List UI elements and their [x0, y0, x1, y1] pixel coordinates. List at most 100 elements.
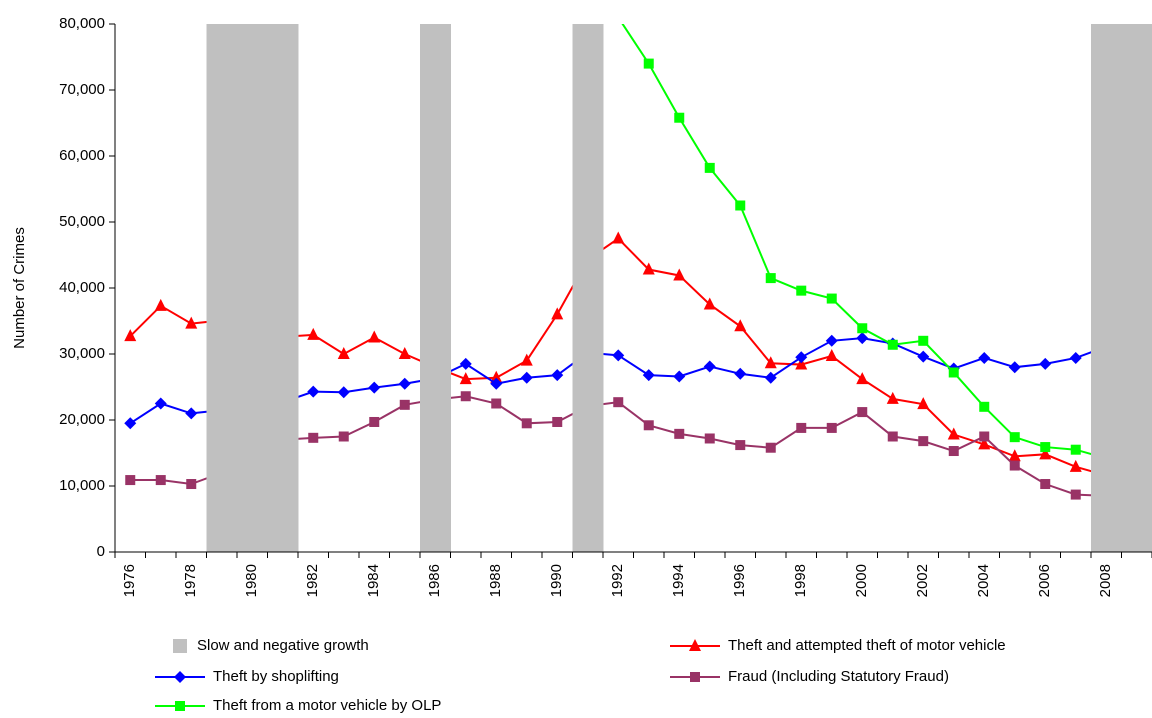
marker	[612, 349, 625, 362]
marker	[674, 112, 685, 123]
shaded-period	[1091, 24, 1122, 552]
marker	[398, 377, 411, 390]
marker	[521, 418, 532, 429]
x-tick-label: 1992	[609, 564, 626, 597]
series-line	[621, 24, 1138, 475]
shaded-period	[572, 24, 604, 552]
marker	[825, 334, 838, 347]
marker	[887, 339, 898, 350]
marker	[1040, 442, 1051, 453]
marker	[826, 293, 837, 304]
marker	[1039, 357, 1052, 370]
marker	[612, 231, 625, 244]
marker	[887, 431, 898, 442]
x-tick-label: 1980	[243, 564, 260, 597]
shaded-period	[237, 24, 268, 552]
marker	[704, 162, 715, 173]
marker	[735, 440, 746, 451]
y-axis-label: Number of Crimes	[11, 227, 28, 349]
x-tick-label: 2008	[1097, 564, 1114, 597]
shaded-period	[267, 24, 299, 552]
marker	[856, 332, 869, 345]
marker	[185, 407, 198, 420]
marker	[918, 335, 929, 346]
marker	[368, 330, 381, 343]
marker	[734, 319, 747, 332]
marker	[947, 427, 960, 440]
marker	[154, 298, 167, 311]
y-tick-label: 70,000	[59, 81, 105, 98]
marker	[185, 316, 198, 329]
marker	[307, 327, 320, 340]
marker	[368, 381, 381, 394]
y-tick-label: 60,000	[59, 147, 105, 164]
marker	[399, 399, 410, 410]
marker	[490, 377, 503, 390]
marker	[1040, 479, 1051, 490]
marker	[917, 397, 930, 410]
marker	[459, 357, 472, 370]
y-tick-label: 30,000	[59, 345, 105, 362]
marker	[1009, 432, 1020, 443]
marker	[765, 273, 776, 284]
marker	[643, 420, 654, 431]
marker	[1069, 459, 1082, 472]
x-tick-label: 1998	[792, 564, 809, 597]
marker	[308, 432, 319, 443]
marker	[917, 350, 930, 363]
marker	[673, 268, 686, 281]
marker	[642, 262, 655, 275]
marker	[825, 348, 838, 361]
marker	[948, 367, 959, 378]
marker	[735, 200, 746, 211]
marker	[125, 475, 136, 486]
marker	[369, 416, 380, 427]
marker	[491, 398, 502, 409]
marker	[338, 431, 349, 442]
marker	[1009, 460, 1020, 471]
marker	[673, 370, 686, 383]
legend-marker	[689, 639, 701, 651]
marker	[795, 357, 808, 370]
marker	[978, 437, 991, 450]
marker	[155, 475, 166, 486]
legend-label: Fraud (Including Statutory Fraud)	[728, 668, 949, 685]
x-tick-label: 2002	[914, 564, 931, 597]
marker	[886, 391, 899, 404]
marker	[643, 58, 654, 69]
marker	[1069, 351, 1082, 364]
marker	[1070, 444, 1081, 455]
marker	[765, 442, 776, 453]
x-tick-label: 1988	[487, 564, 504, 597]
marker	[826, 422, 837, 433]
marker	[520, 371, 533, 384]
x-tick-label: 2004	[975, 564, 992, 597]
marker	[1039, 447, 1052, 460]
marker	[551, 369, 564, 382]
x-tick-label: 1986	[426, 564, 443, 597]
marker	[704, 433, 715, 444]
marker	[1070, 489, 1081, 500]
marker	[337, 347, 350, 359]
legend-label: Theft by shoplifting	[213, 668, 339, 685]
marker	[398, 347, 411, 359]
marker	[520, 353, 533, 366]
marker	[642, 369, 655, 382]
x-tick-label: 1982	[304, 564, 321, 597]
marker	[795, 351, 808, 364]
y-tick-label: 40,000	[59, 279, 105, 296]
marker	[703, 360, 716, 373]
x-tick-label: 2006	[1036, 564, 1053, 597]
x-tick-label: 1994	[670, 564, 687, 597]
shaded-period	[206, 24, 238, 552]
marker	[703, 297, 716, 310]
legend-marker	[175, 701, 185, 711]
x-tick-label: 1976	[121, 564, 138, 597]
x-tick-label: 1984	[365, 564, 382, 597]
legend-label: Theft and attempted theft of motor vehic…	[728, 637, 1006, 654]
marker	[552, 416, 563, 427]
marker	[459, 372, 472, 385]
marker	[490, 370, 503, 383]
legend-label: Slow and negative growth	[197, 637, 369, 654]
